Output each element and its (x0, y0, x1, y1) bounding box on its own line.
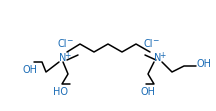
Text: −: − (152, 37, 158, 46)
Text: +: + (64, 51, 70, 59)
Text: OH: OH (197, 59, 211, 69)
Text: +: + (159, 51, 165, 59)
Text: N: N (59, 53, 67, 63)
Text: OH: OH (140, 87, 156, 97)
Text: OH: OH (22, 65, 38, 75)
Text: HO: HO (52, 87, 67, 97)
Text: −: − (66, 37, 72, 46)
Text: Cl: Cl (143, 39, 153, 49)
Text: Cl: Cl (57, 39, 67, 49)
Text: N: N (154, 53, 162, 63)
